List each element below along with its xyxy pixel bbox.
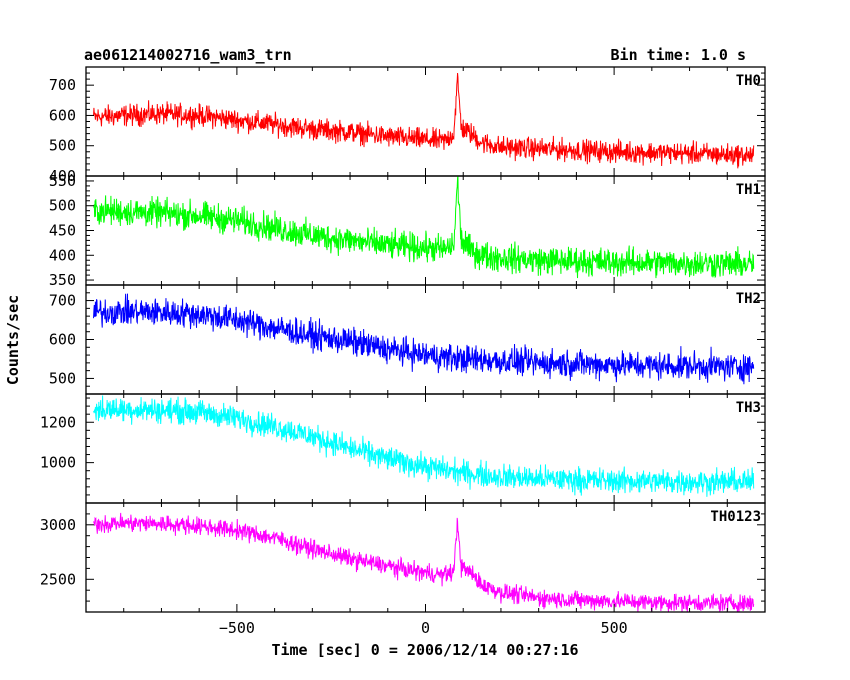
x-tick-label: 500	[601, 619, 628, 637]
panel-th2: 500 600 700 TH2	[49, 284, 766, 395]
y-tick-label: 400	[49, 246, 76, 264]
x-tick-label: −500	[219, 619, 255, 637]
panel-frame	[85, 66, 766, 177]
panel-label-th0: TH0	[736, 73, 761, 89]
series-line-th0123	[93, 512, 755, 612]
y-tick-label: 550	[49, 172, 76, 190]
x-tick-label: 0	[421, 619, 430, 637]
series-line-th1	[93, 176, 755, 279]
panel-th0123: 2500 3000 TH0123	[40, 502, 766, 613]
panel-label-th1: TH1	[736, 182, 761, 198]
y-tick-label: 450	[49, 222, 76, 240]
x-tick-labels: −500 0 500	[219, 619, 628, 637]
series-line-th0	[93, 73, 755, 169]
series-line-th3	[93, 395, 755, 497]
y-tick-label: 1000	[40, 454, 76, 472]
y-tick-label: 400	[49, 167, 76, 185]
y-tick-label: 600	[49, 106, 76, 124]
chart-title: ae061214002716_wam3_trn	[84, 46, 292, 64]
panel-th1: 350 400 450 500 550 TH1	[49, 172, 766, 289]
y-axis-label: Counts/sec	[4, 295, 22, 385]
panel-label-th3: TH3	[736, 400, 761, 416]
bin-time-label: Bin time: 1.0 s	[611, 46, 746, 64]
y-tick-label: 500	[49, 369, 76, 387]
y-tick-label: 1200	[40, 413, 76, 431]
y-tick-label: 2500	[40, 570, 76, 588]
panel-th0: 400 500 600 700 TH0	[49, 66, 766, 185]
y-tick-label: 350	[49, 271, 76, 289]
series-line-th2	[93, 293, 755, 385]
panel-th3: 1000 1200 TH3	[40, 393, 766, 504]
panel-label-th2: TH2	[736, 291, 761, 307]
y-tick-label: 500	[49, 137, 76, 155]
x-axis-label: Time [sec] 0 = 2006/12/14 00:27:16	[271, 641, 578, 659]
y-tick-label: 600	[49, 331, 76, 349]
y-tick-label: 700	[49, 76, 76, 94]
panel-frame	[85, 284, 766, 395]
y-tick-label: 700	[49, 292, 76, 310]
panels-group: 400 500 600 700 TH0 350 400 450 500 550 TH1 500 600 7…	[40, 66, 766, 613]
panel-label-th0123: TH0123	[710, 509, 761, 525]
y-tick-label: 500	[49, 197, 76, 215]
y-tick-label: 3000	[40, 516, 76, 534]
